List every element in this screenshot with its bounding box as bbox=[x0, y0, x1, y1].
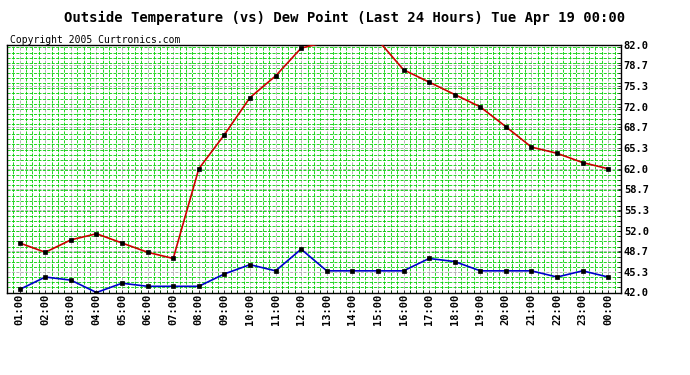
Text: Outside Temperature (vs) Dew Point (Last 24 Hours) Tue Apr 19 00:00: Outside Temperature (vs) Dew Point (Last… bbox=[64, 11, 626, 26]
Text: Copyright 2005 Curtronics.com: Copyright 2005 Curtronics.com bbox=[10, 34, 180, 45]
